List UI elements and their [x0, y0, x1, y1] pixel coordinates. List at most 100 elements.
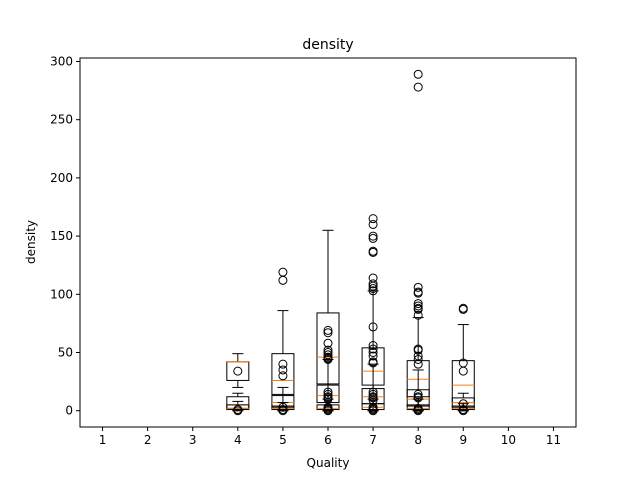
outlier-point [413, 304, 423, 314]
outlier-point [323, 389, 333, 399]
outlier-point [278, 371, 288, 381]
outlier-point [458, 405, 468, 415]
outlier-point [233, 366, 243, 376]
outlier-point [278, 365, 288, 375]
outlier-point [278, 267, 288, 277]
outlier-point [278, 402, 288, 412]
quality-7-boxes [361, 214, 385, 416]
x-axis: 1 2 3 4 5 6 7 8 9 10 11 [99, 427, 561, 447]
y-axis-label: density [24, 220, 38, 264]
x-tick-label: 3 [189, 433, 197, 447]
quality-9-boxes [451, 303, 475, 416]
outlier-point [413, 403, 423, 413]
outlier-point [368, 219, 378, 229]
outlier-point [413, 345, 423, 355]
x-tick-label: 11 [546, 433, 561, 447]
box [226, 361, 250, 381]
outlier-point [368, 351, 378, 361]
y-tick-label: 250 [50, 113, 73, 127]
box-group [406, 69, 430, 412]
outlier-point [368, 322, 378, 332]
outlier-point [368, 283, 378, 293]
outlier-point [323, 325, 333, 335]
outlier-point [368, 214, 378, 224]
outlier-point [368, 231, 378, 241]
outlier-point [413, 359, 423, 369]
y-tick-label: 100 [50, 287, 73, 301]
quality-5-boxes [271, 267, 295, 416]
outlier-point [413, 301, 423, 311]
x-tick-label: 7 [369, 433, 377, 447]
outlier-point [368, 348, 378, 358]
box-group [271, 402, 295, 416]
y-tick-label: 300 [50, 54, 73, 68]
box [271, 395, 295, 408]
box [271, 405, 295, 411]
y-tick-label: 150 [50, 229, 73, 243]
box [406, 404, 430, 411]
outlier-point [323, 350, 333, 360]
outlier-point [368, 344, 378, 354]
y-tick-label: 0 [65, 404, 73, 418]
outlier-point [233, 405, 243, 415]
outlier-point [413, 69, 423, 79]
outlier-point [458, 304, 468, 314]
outlier-point [368, 286, 378, 296]
x-tick-label: 9 [459, 433, 467, 447]
plot-area [226, 69, 475, 416]
outlier-point [323, 402, 333, 412]
outlier-point [323, 387, 333, 397]
box-group [226, 353, 250, 388]
chart-title: density [302, 37, 353, 53]
x-axis-label: Quality [307, 456, 350, 470]
outlier-point [278, 405, 288, 415]
box-group [406, 389, 430, 416]
outlier-point [368, 402, 378, 412]
outlier-point [278, 275, 288, 285]
y-axis: 0 50 100 150 200 250 300 [50, 54, 80, 418]
outlier-point [368, 389, 378, 399]
outlier-point [413, 82, 423, 92]
outlier-point [323, 348, 333, 358]
outlier-point [413, 354, 423, 364]
outlier-point [368, 358, 378, 368]
outlier-point [368, 341, 378, 351]
outlier-point [278, 359, 288, 369]
outlier-point [368, 279, 378, 289]
outlier-point [413, 389, 423, 399]
outlier-point [368, 281, 378, 291]
box [406, 389, 430, 407]
outlier-point [458, 399, 468, 409]
box [361, 403, 385, 411]
outlier-point [368, 233, 378, 243]
box-group [451, 303, 475, 412]
y-tick-label: 200 [50, 171, 73, 185]
box-group [316, 387, 340, 416]
outlier-point [368, 247, 378, 257]
quality-4-boxes [226, 353, 250, 416]
x-tick-label: 10 [501, 433, 516, 447]
box [406, 360, 430, 398]
outlier-point [413, 393, 423, 403]
box-group [451, 399, 475, 416]
x-tick-label: 5 [279, 433, 287, 447]
x-tick-label: 6 [324, 433, 332, 447]
outlier-point [458, 366, 468, 376]
outlier-point [368, 393, 378, 403]
outlier-point [323, 354, 333, 364]
outlier-point [323, 328, 333, 338]
box [451, 405, 475, 411]
x-tick-label: 4 [234, 433, 242, 447]
box [226, 404, 250, 411]
outlier-point [413, 299, 423, 309]
outlier-point [413, 282, 423, 292]
outlier-point [413, 288, 423, 298]
x-tick-label: 8 [414, 433, 422, 447]
y-tick-label: 50 [58, 346, 73, 360]
x-tick-label: 1 [99, 433, 107, 447]
box-group [361, 387, 385, 416]
quality-6-boxes [316, 229, 340, 416]
box-group [226, 400, 250, 416]
outlier-point [323, 338, 333, 348]
